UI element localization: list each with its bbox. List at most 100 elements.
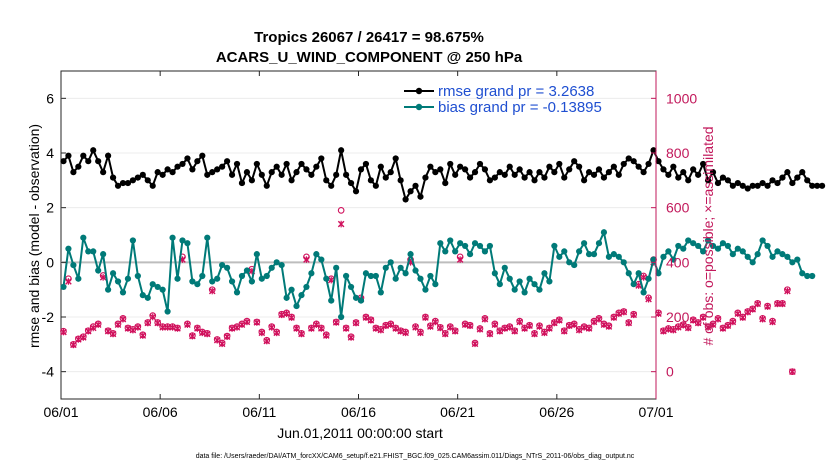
rmse-point <box>719 174 727 181</box>
bias-point <box>283 294 290 301</box>
bias-point <box>134 272 141 280</box>
rmse-point <box>819 182 826 189</box>
assimilated-obs-point <box>258 329 266 337</box>
bias-point <box>680 245 687 252</box>
assimilated-obs-point <box>466 322 474 330</box>
x-tick-label: 06/11 <box>242 404 276 420</box>
rmse-point <box>298 160 305 168</box>
assimilated-obs-point <box>556 316 563 324</box>
assimilated-obs-point <box>759 315 766 323</box>
plot-area <box>60 70 657 400</box>
rmse-point <box>189 166 196 173</box>
y-tick-label: 4 <box>46 145 54 161</box>
assimilated-obs-point <box>471 340 479 348</box>
rmse-point <box>804 177 811 184</box>
rmse-point <box>75 163 82 170</box>
assimilated-obs-point <box>451 327 459 335</box>
rmse-point <box>501 171 508 178</box>
assimilated-obs-point <box>521 325 528 332</box>
assimilated-obs-point <box>789 368 796 375</box>
x-tick-label: 06/16 <box>341 404 376 420</box>
rmse-point <box>734 179 741 187</box>
assimilated-obs-point <box>501 325 509 332</box>
rmse-point <box>437 166 444 173</box>
rmse-point <box>809 182 816 189</box>
bias-point <box>754 251 761 258</box>
rmse-point <box>114 182 122 189</box>
bias-point <box>169 234 176 241</box>
bias-point <box>501 264 508 271</box>
bias-point <box>610 251 617 258</box>
rmse-point <box>70 169 77 176</box>
rmse-point <box>258 171 265 178</box>
rmse-point <box>134 174 141 181</box>
y-tick-label: 2 <box>46 200 54 216</box>
rmse-point <box>377 163 384 170</box>
bias-point <box>739 248 746 255</box>
rmse-point <box>228 171 236 178</box>
assimilated-obs-point <box>99 274 107 281</box>
rmse-point <box>605 169 612 176</box>
bias-point <box>546 278 553 285</box>
bias-point <box>397 264 404 271</box>
assimilated-obs-point <box>397 327 404 335</box>
rmse-point <box>581 177 588 184</box>
assimilated-obs-point <box>382 322 390 330</box>
rmse-point <box>685 177 692 184</box>
assimilated-obs-point <box>570 321 578 328</box>
bias-point <box>402 270 409 277</box>
rmse-point <box>179 160 186 168</box>
rmse-point <box>744 185 751 192</box>
rmse-point <box>119 179 127 187</box>
rmse-point <box>670 163 677 170</box>
bias-point <box>471 240 479 247</box>
bias-point <box>481 248 489 255</box>
bias-point <box>85 248 92 255</box>
rmse-point <box>650 147 657 154</box>
assimilated-obs-point <box>605 323 613 330</box>
bias-point <box>506 275 513 282</box>
rmse-point <box>585 169 593 176</box>
bias-point <box>541 270 548 277</box>
y2-tick-label: 0 <box>666 364 674 380</box>
bias-point <box>690 240 697 247</box>
bias-point <box>214 275 221 282</box>
rmse-point <box>709 169 717 176</box>
bias-point <box>228 278 236 285</box>
assimilated-obs-point <box>784 287 791 295</box>
rmse-point <box>675 174 682 181</box>
assimilated-obs-point <box>590 318 598 326</box>
assimilated-obs-point <box>675 324 682 331</box>
bias-point <box>536 286 543 293</box>
assimilated-obs-point <box>516 318 523 326</box>
assimilated-observations-series <box>60 220 796 375</box>
rmse-point <box>427 163 434 170</box>
rmse-point <box>600 174 608 181</box>
assimilated-obs-point <box>347 334 355 341</box>
assimilated-obs-point <box>228 325 236 332</box>
rmse-point <box>303 166 310 173</box>
assimilated-obs-point <box>89 324 97 332</box>
rmse-point <box>144 177 151 184</box>
bias-point <box>293 302 300 310</box>
footer-data-file: data file: /Users/raeder/DAI/ATM_forcXX/… <box>196 453 635 460</box>
rmse-point <box>665 171 672 178</box>
assimilated-obs-point <box>670 326 677 334</box>
y-axis-left: -4 -2 0 2 4 6 <box>42 90 66 380</box>
assimilated-obs-point <box>203 330 211 338</box>
rmse-point <box>561 174 568 181</box>
assimilated-obs-point <box>342 325 350 332</box>
bias-point <box>794 256 801 263</box>
assimilated-obs-point <box>491 321 499 328</box>
rmse-point <box>313 163 320 170</box>
assimilated-obs-point <box>441 330 449 338</box>
rmse-point <box>551 169 558 176</box>
bias-point <box>809 272 816 280</box>
bias-point <box>774 248 781 255</box>
rmse-point <box>362 160 370 168</box>
rmse-point <box>357 166 365 173</box>
assimilated-obs-point <box>199 329 206 337</box>
rmse-point <box>541 174 548 181</box>
rmse-point <box>382 174 389 181</box>
